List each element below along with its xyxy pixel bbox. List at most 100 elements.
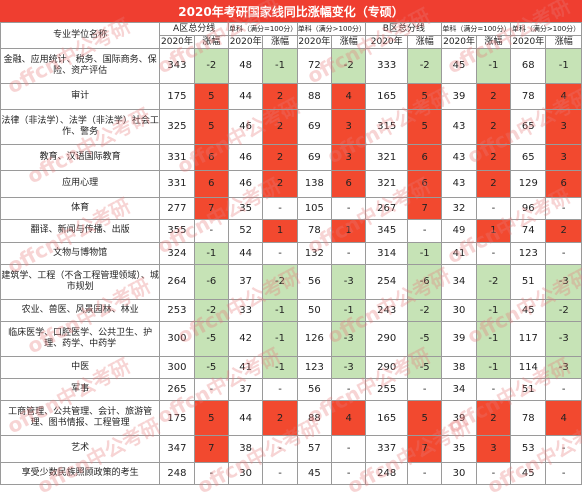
header-a-single-150: 单科（满分>100分） bbox=[296, 22, 367, 36]
header-row-2: 2020年 涨幅 2020年 涨幅 2020年 涨幅 2020年 涨幅 2020… bbox=[1, 35, 582, 49]
a-zone-change-cell: 2 bbox=[262, 143, 298, 172]
b-zone-value-cell: 45 bbox=[441, 48, 477, 84]
table-row: 农业、兽医、风景园林、林业 253 -2 33 -1 50 -1 243 -2 30 -1 45 -2 bbox=[0, 298, 582, 322]
header-name: 专业学位名称 bbox=[0, 22, 161, 49]
b-zone-change-cell: - bbox=[545, 196, 582, 221]
a-zone-value-cell: 126 bbox=[296, 320, 333, 357]
table-body: 金融、应用统计、税务、国际商务、保险、资产评估 343 -2 48 -1 72 -2 333-… bbox=[0, 48, 582, 485]
a-zone-value-cell: 46 bbox=[227, 143, 264, 172]
row-name: 法律（非法学）、法学（非法学）社会工作、警务 bbox=[0, 109, 161, 145]
header-year: 2020年 bbox=[227, 35, 264, 49]
a-zone-value-cell: 248 bbox=[159, 461, 195, 485]
b-zone-change-cell: 3 bbox=[545, 109, 582, 145]
a-zone-change-cell: - bbox=[262, 377, 298, 402]
b-zone-change-cell: 5 bbox=[407, 109, 443, 145]
table-row: 法律（非法学）、法学（非法学）社会工作、警务 325 5 46 2 69 3 315 5 43 2 6… bbox=[0, 109, 582, 145]
a-zone-value-cell: 41 bbox=[227, 355, 264, 379]
a-zone-value-cell: 88 bbox=[296, 82, 333, 111]
b-zone-change-cell: 6 bbox=[545, 170, 582, 198]
a-zone-value-cell: 175 bbox=[159, 400, 195, 437]
a-zone-change-cell: -1 bbox=[193, 241, 229, 265]
a-zone-value-cell: 132 bbox=[296, 241, 333, 265]
b-zone-value-cell: 123 bbox=[510, 241, 547, 265]
a-zone-value-cell: 35 bbox=[227, 196, 264, 221]
b-zone-change-cell: 2 bbox=[545, 219, 582, 243]
b-zone-change-cell: 6 bbox=[407, 143, 443, 172]
a-zone-change-cell: -3 bbox=[331, 263, 367, 300]
b-zone-change-cell: 4 bbox=[545, 82, 582, 111]
a-zone-change-cell: 5 bbox=[193, 82, 229, 111]
row-name: 文物与博物馆 bbox=[0, 241, 161, 265]
a-zone-value-cell: 44 bbox=[227, 82, 264, 111]
a-zone-value-cell: 343 bbox=[159, 48, 195, 84]
a-zone-change-cell: -1 bbox=[262, 355, 298, 379]
a-zone-change-cell: 6 bbox=[193, 170, 229, 198]
b-zone-change-cell: -2 bbox=[475, 263, 512, 300]
b-zone-change-cell: 1 bbox=[475, 219, 512, 243]
b-zone-change-cell: - bbox=[545, 241, 582, 265]
b-zone-change-cell: 3 bbox=[545, 143, 582, 172]
a-zone-change-cell: 4 bbox=[331, 400, 367, 437]
a-zone-value-cell: 331 bbox=[159, 170, 195, 198]
a-zone-value-cell: 325 bbox=[159, 109, 195, 145]
b-zone-change-cell: -3 bbox=[545, 355, 582, 379]
table-row: 中医 300 -5 41 -1 123 -3 290 -5 38 -1 114 -3 bbox=[0, 355, 582, 379]
a-zone-change-cell: - bbox=[193, 219, 229, 243]
table-row: 军事 265-37-56-255-34-51- bbox=[0, 377, 582, 402]
b-zone-value-cell: 129 bbox=[510, 170, 547, 198]
table-title: 2020年考研国家线同比涨幅变化（专硕） bbox=[0, 0, 582, 22]
a-zone-change-cell: -2 bbox=[331, 48, 367, 84]
a-zone-change-cell: - bbox=[331, 377, 367, 402]
a-zone-change-cell: -1 bbox=[262, 320, 298, 357]
a-zone-change-cell: -2 bbox=[262, 263, 298, 300]
b-zone-value-cell: 34 bbox=[441, 377, 477, 402]
b-zone-change-cell: -2 bbox=[407, 298, 443, 322]
table-row: 体育 277 7 35-105-267 7 32-96- bbox=[0, 196, 582, 221]
a-zone-change-cell: -1 bbox=[262, 298, 298, 322]
b-zone-value-cell: 43 bbox=[441, 170, 477, 198]
header-change: 涨幅 bbox=[475, 35, 512, 49]
table-row: 临床医学、口腔医学、公共卫生、护理、药学、中药学 300 -5 42 -1 126 -3 29… bbox=[0, 320, 582, 357]
a-zone-change-cell: 1 bbox=[262, 219, 298, 243]
header-row-1: 专业学位名称 A区总分线 单科（满分=100分） 单科（满分>100分） B区总… bbox=[0, 22, 582, 49]
a-zone-change-cell: - bbox=[193, 461, 229, 485]
b-zone-change-cell: -2 bbox=[407, 48, 443, 84]
b-zone-change-cell: -6 bbox=[407, 263, 443, 300]
b-zone-value-cell: 38 bbox=[441, 355, 477, 379]
a-zone-value-cell: 88 bbox=[296, 400, 333, 437]
b-zone-value-cell: 243 bbox=[365, 298, 409, 322]
b-zone-change-cell: 7 bbox=[407, 196, 443, 221]
b-zone-change-cell: -1 bbox=[475, 355, 512, 379]
header-a-single-100: 单科（满分=100分） bbox=[227, 22, 298, 36]
a-zone-change-cell: 1 bbox=[331, 219, 367, 243]
b-zone-value-cell: 333 bbox=[365, 48, 409, 84]
score-table: 专业学位名称 A区总分线 单科（满分=100分） 单科（满分>100分） B区总… bbox=[0, 22, 582, 485]
header-change: 涨幅 bbox=[331, 35, 367, 49]
row-name: 建筑学、工程（不含工程管理领域）、城市规划 bbox=[0, 263, 161, 300]
b-zone-change-cell: - bbox=[407, 219, 443, 243]
b-zone-value-cell: 51 bbox=[510, 377, 547, 402]
b-zone-change-cell: -1 bbox=[545, 48, 582, 84]
table-row: 教育、汉语国际教育 331 6 46 2 69 3 321 6 43 2 65 3 bbox=[0, 143, 582, 172]
a-zone-value-cell: 48 bbox=[227, 48, 264, 84]
a-zone-value-cell: 347 bbox=[159, 435, 195, 463]
a-zone-change-cell: 2 bbox=[262, 109, 298, 145]
a-zone-change-cell: -1 bbox=[262, 48, 298, 84]
b-zone-change-cell: 5 bbox=[407, 82, 443, 111]
a-zone-change-cell: - bbox=[262, 435, 298, 463]
b-zone-value-cell: 345 bbox=[365, 219, 409, 243]
header-change: 涨幅 bbox=[407, 35, 443, 49]
a-zone-change-cell: 2 bbox=[262, 82, 298, 111]
table-row: 文物与博物馆 324 -1 44-132-314 -1 41-123- bbox=[0, 241, 582, 265]
a-zone-value-cell: 300 bbox=[159, 320, 195, 357]
b-zone-value-cell: 39 bbox=[441, 400, 477, 437]
b-zone-change-cell: -5 bbox=[407, 320, 443, 357]
b-zone-value-cell: 314 bbox=[365, 241, 409, 265]
header-change: 涨幅 bbox=[545, 35, 582, 49]
a-zone-value-cell: 57 bbox=[296, 435, 333, 463]
a-zone-value-cell: 50 bbox=[296, 298, 333, 322]
a-zone-change-cell: - bbox=[331, 435, 367, 463]
a-zone-change-cell: 2 bbox=[262, 170, 298, 198]
b-zone-change-cell: 2 bbox=[475, 143, 512, 172]
